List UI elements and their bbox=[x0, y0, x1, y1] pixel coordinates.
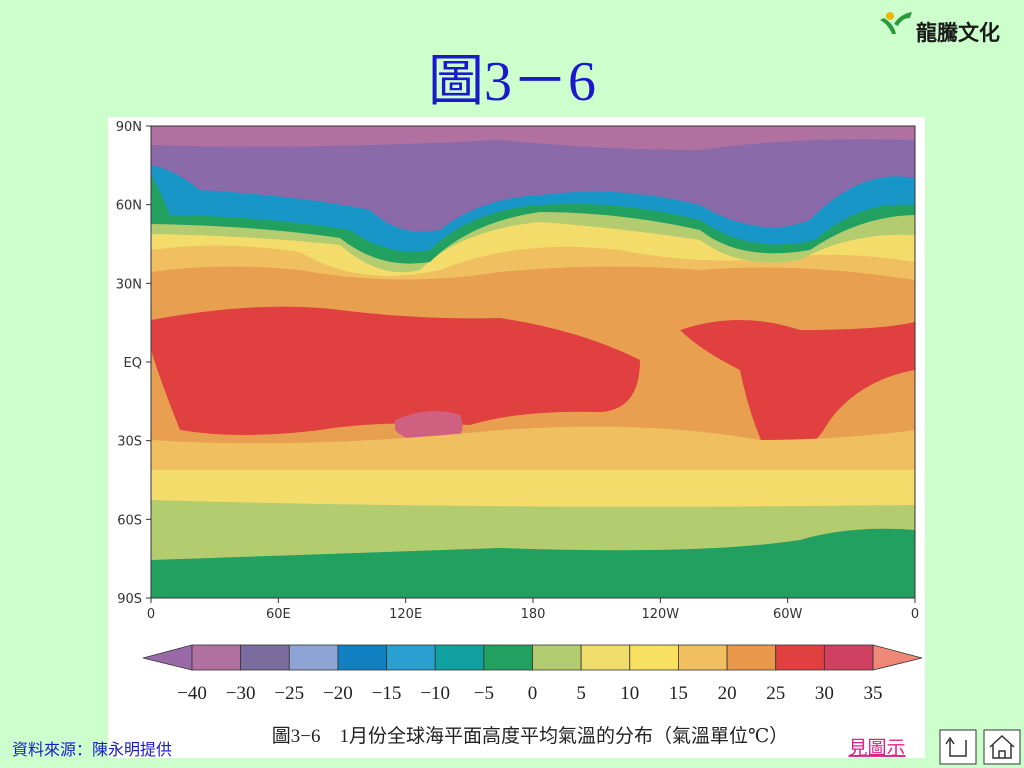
colorbar-swatch bbox=[337, 644, 387, 671]
map-axes: 90N 60N 30N EQ 30S 60S 90S 0 60E 120E 180 120W 60W 0 bbox=[116, 120, 919, 622]
colorbar-label: 0 bbox=[528, 683, 538, 704]
colorbar-swatch bbox=[483, 644, 533, 671]
lat-label: 30S bbox=[117, 435, 142, 450]
colorbar-swatch bbox=[191, 644, 242, 671]
colorbar-label: −40 bbox=[177, 683, 207, 704]
colorbar-label: 35 bbox=[864, 683, 883, 704]
colorbar-swatch bbox=[726, 644, 777, 671]
colorbar-swatch bbox=[386, 644, 436, 671]
colorbar-swatch bbox=[434, 644, 485, 671]
figure-caption: 圖3−6 1月份全球海平面高度平均氣溫的分布（氣溫單位℃） bbox=[272, 725, 788, 747]
colorbar-label: 15 bbox=[669, 683, 688, 704]
colorbar-swatch bbox=[775, 644, 825, 671]
colorbar-label: −15 bbox=[372, 683, 402, 704]
lat-label: 90N bbox=[116, 120, 142, 135]
lon-label: 120W bbox=[641, 607, 679, 622]
lon-label: 0 bbox=[147, 607, 155, 622]
back-button[interactable] bbox=[939, 729, 977, 765]
source-note: 資料來源：陳永明提供 bbox=[12, 741, 172, 759]
see-figure-link[interactable]: 見圖示 bbox=[848, 738, 905, 759]
temperature-map bbox=[151, 126, 915, 598]
lon-label: 0 bbox=[911, 607, 919, 622]
colorbar-label: −30 bbox=[226, 683, 256, 704]
lon-label: 60W bbox=[773, 607, 803, 622]
colorbar-label: 20 bbox=[718, 683, 737, 704]
colorbar-swatch bbox=[629, 644, 679, 671]
lat-label: 90S bbox=[117, 592, 142, 607]
colorbar-label: −25 bbox=[274, 683, 304, 704]
colorbar-label: 10 bbox=[620, 683, 639, 704]
home-button[interactable] bbox=[983, 729, 1021, 765]
logo: 龍騰文化 bbox=[880, 12, 1000, 45]
colorbar-label: 5 bbox=[576, 683, 586, 704]
colorbar-label: −20 bbox=[323, 683, 353, 704]
colorbar-label: 30 bbox=[815, 683, 834, 704]
colorbar-swatch bbox=[288, 644, 339, 671]
lon-label: 60E bbox=[266, 607, 291, 622]
lat-label: 60N bbox=[116, 199, 142, 214]
lat-label: 30N bbox=[116, 277, 142, 292]
colorbar-swatch bbox=[580, 644, 631, 671]
colorbar-label: −5 bbox=[474, 683, 494, 704]
lon-label: 120E bbox=[389, 607, 422, 622]
colorbar-swatch bbox=[532, 644, 582, 671]
colorbar-swatch bbox=[240, 644, 290, 671]
lat-label: 60S bbox=[117, 513, 142, 528]
colorbar-label: 25 bbox=[766, 683, 785, 704]
colorbar-label: −10 bbox=[420, 683, 450, 704]
colorbar: −40 −30 −25 −20 −15 −10 −5 0 5 10 15 20 25 30 35 bbox=[142, 644, 923, 704]
colorbar-swatch bbox=[678, 644, 728, 671]
lon-label: 180 bbox=[521, 607, 546, 622]
lat-label: EQ bbox=[124, 356, 142, 371]
logo-text: 龍騰文化 bbox=[916, 21, 1000, 45]
slide-title: 圖3－6 bbox=[428, 51, 596, 113]
colorbar-swatch bbox=[823, 644, 874, 671]
